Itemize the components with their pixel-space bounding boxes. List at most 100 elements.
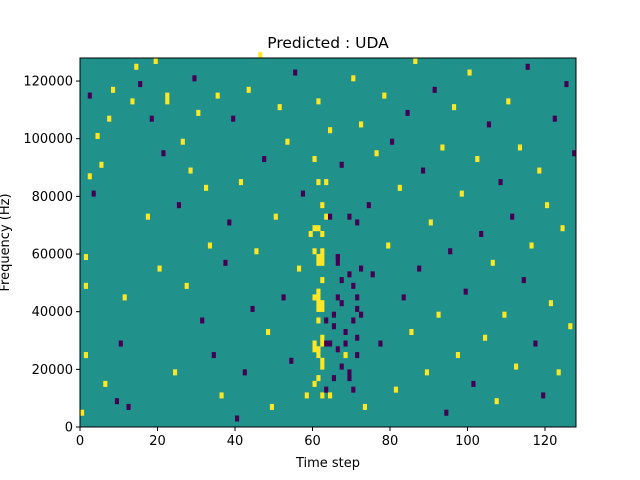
x-tick-label: 120 <box>533 434 558 449</box>
heatmap-cell <box>316 179 321 186</box>
heatmap-cell <box>320 230 325 237</box>
heatmap-cell <box>219 392 224 399</box>
plot-frame <box>79 57 577 428</box>
heatmap-cell <box>324 317 329 324</box>
heatmap-cell <box>397 184 402 191</box>
heatmap-cell <box>145 213 151 220</box>
heatmap-cell <box>281 294 286 301</box>
heatmap-cell <box>459 190 464 197</box>
heatmap-cell <box>510 213 515 220</box>
x-axis-label: Time step <box>295 456 360 471</box>
heatmap-cell <box>95 132 100 139</box>
x-tick-label: 100 <box>455 434 480 449</box>
heatmap-cell <box>204 184 209 191</box>
y-tick-label: 40000 <box>32 305 73 320</box>
y-tick-label: 20000 <box>32 363 73 378</box>
heatmap-cell <box>293 69 298 76</box>
heatmap-cell <box>428 219 433 226</box>
heatmap-cell <box>83 254 89 261</box>
heatmap-cell <box>343 352 348 359</box>
heatmap-cell <box>479 230 484 237</box>
heatmap-cell <box>436 311 441 318</box>
heatmap-cell <box>173 369 178 376</box>
heatmap-cell <box>343 340 348 347</box>
heatmap-cell <box>87 92 92 99</box>
heatmap-cell <box>316 317 321 324</box>
heatmap-cell <box>320 392 325 399</box>
heatmap-cell <box>359 121 364 128</box>
heatmap-cell <box>324 213 329 220</box>
y-tick-label: 120000 <box>23 75 73 90</box>
heatmap-cell <box>471 380 476 387</box>
heatmap-cell <box>320 202 325 209</box>
heatmap-cell <box>382 92 387 99</box>
heatmap-cell <box>324 340 329 347</box>
heatmap-cell <box>312 248 317 255</box>
heatmap-cell <box>273 213 278 220</box>
heatmap-cell <box>483 334 488 341</box>
heatmap-cell <box>316 288 321 312</box>
x-tick-label: 20 <box>149 434 166 449</box>
heatmap-cell <box>266 328 271 335</box>
heatmap-cell <box>122 294 127 301</box>
y-tick-label: 0 <box>65 421 73 436</box>
heatmap-cell <box>312 380 317 387</box>
heatmap-cell <box>568 323 573 330</box>
heatmap-cell <box>498 179 503 186</box>
heatmap-cell <box>444 409 449 416</box>
heatmap-cell <box>331 375 337 382</box>
heatmap-cell <box>370 271 375 278</box>
heatmap-cell <box>351 282 356 289</box>
heatmap-cell <box>521 277 526 284</box>
heatmap-cell <box>552 115 557 122</box>
heatmap-cell <box>215 92 220 99</box>
heatmap-cell <box>335 294 340 301</box>
heatmap-cell <box>339 300 344 307</box>
heatmap-cell <box>355 352 360 359</box>
heatmap-cell <box>390 138 395 145</box>
y-axis-ticks: 0 20000 40000 60000 80000 100000 120000 <box>23 75 80 436</box>
heatmap-cell <box>103 380 108 387</box>
heatmap-cell <box>316 254 321 266</box>
heatmap-cell <box>545 202 550 209</box>
heatmap-cell <box>378 340 383 347</box>
heatmap-cell <box>289 357 294 364</box>
x-axis-ticks: 0 20 40 60 80 100 120 <box>76 427 558 449</box>
heatmap-cell <box>440 144 445 151</box>
heatmap-cell <box>285 138 290 145</box>
heatmap-cell <box>312 346 317 353</box>
heatmap-cell <box>328 213 333 220</box>
heatmap-cell <box>184 282 189 289</box>
heatmap-cell <box>417 265 422 272</box>
heatmap-cell <box>304 392 309 399</box>
heatmap-cell <box>331 323 337 330</box>
heatmap-cell <box>374 150 379 157</box>
heatmap-cell <box>320 277 325 284</box>
heatmap-cell <box>91 190 96 197</box>
heatmap-cell <box>424 369 430 376</box>
heatmap-cell <box>192 75 197 82</box>
heatmap-cell <box>258 52 263 59</box>
x-tick-label: 80 <box>382 434 399 449</box>
heatmap-cell <box>529 242 534 249</box>
heatmap-cell <box>324 386 329 393</box>
heatmap-cell <box>320 334 325 347</box>
heatmap-cell <box>107 115 112 122</box>
heatmap-cell <box>366 202 371 209</box>
heatmap-cell <box>517 144 523 151</box>
heatmap-cell <box>452 104 457 111</box>
heatmap-cell <box>393 386 399 393</box>
heatmap-cell <box>362 403 368 410</box>
heatmap-cell <box>328 392 333 399</box>
heatmap-cell <box>386 242 391 249</box>
heatmap-cell <box>502 311 507 318</box>
heatmap-cell <box>99 161 104 168</box>
heatmap-cell <box>320 248 325 266</box>
heatmap-cell <box>572 150 577 157</box>
heatmap-cell <box>328 340 333 347</box>
heatmap-cell <box>355 334 360 341</box>
x-tick-label: 0 <box>76 434 84 449</box>
heatmap-cell <box>200 317 205 324</box>
heatmap-cell <box>165 92 170 105</box>
heatmap-cell <box>359 311 364 318</box>
